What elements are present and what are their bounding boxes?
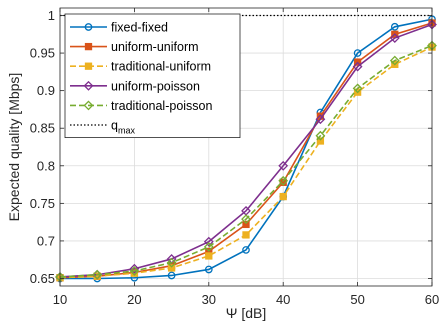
data-point [242,231,250,239]
x-tick-label: 60 [425,292,439,307]
x-tick-label: 50 [350,292,364,307]
data-point [241,214,251,225]
data-point [203,242,214,252]
legend-label: uniform-poisson [111,79,200,93]
x-axis-label: Ψ [dB] [226,305,267,321]
legend-marker [84,62,93,70]
data-point [242,246,250,254]
legend-item-fixed-fixed: fixed-fixed [70,21,168,35]
data-point [166,257,177,268]
series-line [60,18,433,280]
series-traditional-poisson [55,40,437,282]
y-tick-label: 0.65 [30,271,55,286]
data-point [389,55,400,66]
y-tick-label: 0.85 [30,121,55,136]
legend-label: traditional-poisson [111,99,212,113]
legend-marker [84,42,93,51]
legend-label: fixed-fixed [111,21,168,35]
legend-label: uniform-uniform [111,40,199,54]
legend-box [64,13,241,138]
y-tick-label: 0.75 [30,196,55,211]
data-point [279,192,287,201]
y-tick-label: 0.7 [37,233,55,248]
x-axis: 10 20 30 40 50 60 [53,8,439,307]
legend-label: traditional-uniform [111,60,211,74]
legend-item-uniform-poisson: uniform-poisson [70,79,200,93]
x-tick-label: 40 [276,292,290,307]
legend-item-traditional-poisson: traditional-poisson [70,99,212,113]
data-point [167,271,176,280]
legend-marker [83,100,94,111]
data-point [203,236,214,247]
data-point [242,220,250,229]
plot-frame [59,7,433,287]
x-tick-label: 10 [53,292,67,307]
data-point [278,160,289,171]
y-axis-label: Expected quality [Mbps] [6,73,22,222]
y-tick-label: 0.8 [37,158,55,173]
data-point [390,22,399,31]
data-point [352,83,363,94]
y-tick-label: 0.95 [30,46,55,61]
data-point [278,175,289,186]
data-point [205,252,213,260]
legend-item-traditional-uniform: traditional-uniform [70,60,211,74]
data-point [353,49,362,57]
y-tick-label: 0.9 [37,83,55,98]
series-group [55,14,437,283]
series-line [59,23,433,278]
legend-marker [84,23,93,31]
x-tick-label: 20 [127,292,141,307]
legend-item-uniform-uniform: uniform-uniform [70,40,199,54]
x-tick-label: 30 [202,292,216,307]
data-point [389,33,400,43]
legend-marker [83,80,94,91]
data-point [315,114,326,125]
legend: fixed-fixed uniform-uniform traditional-un… [64,13,241,138]
data-point [129,266,140,276]
y-axis: 0.65 0.7 0.75 0.8 0.85 0.9 0.95 1 [30,8,432,286]
y-tick-label: 1 [48,8,55,23]
data-point [167,264,176,272]
data-point [204,265,213,274]
data-point [316,137,325,145]
data-point [92,269,103,280]
series-line [59,44,433,278]
data-point [129,263,140,274]
data-point [315,130,326,141]
data-point [352,61,363,72]
